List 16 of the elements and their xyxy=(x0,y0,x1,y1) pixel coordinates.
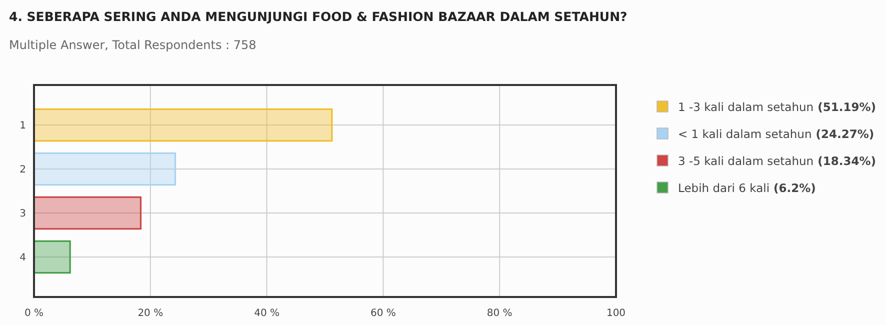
y-tick-label: 1 xyxy=(20,120,26,132)
chart-title: 4. SEBERAPA SERING ANDA MENGUNJUNGI FOOD & FASHION BAZAAR DALAM SETAHUN? xyxy=(9,9,628,24)
x-tick-label: 80 % xyxy=(486,308,512,319)
legend-label: < 1 kali dalam setahun (24.27%) xyxy=(678,127,874,142)
x-tick-label: 0 % xyxy=(24,308,44,319)
chart-subtitle: Multiple Answer, Total Respondents : 758 xyxy=(9,38,256,52)
y-tick-label: 3 xyxy=(20,208,26,220)
legend-label: 3 -5 kali dalam setahun (18.34%) xyxy=(678,154,876,168)
legend-label: 1 -3 kali dalam setahun (51.19%) xyxy=(678,100,876,114)
x-tick-label: 100 xyxy=(606,308,626,319)
y-tick-label: 2 xyxy=(20,164,26,176)
y-tick-label: 4 xyxy=(20,252,26,264)
legend-label: Lebih dari 6 kali (6.2%) xyxy=(678,181,816,196)
x-tick-label: 40 % xyxy=(254,308,280,319)
x-tick-label: 20 % xyxy=(138,308,164,319)
x-tick-label: 60 % xyxy=(370,308,396,319)
